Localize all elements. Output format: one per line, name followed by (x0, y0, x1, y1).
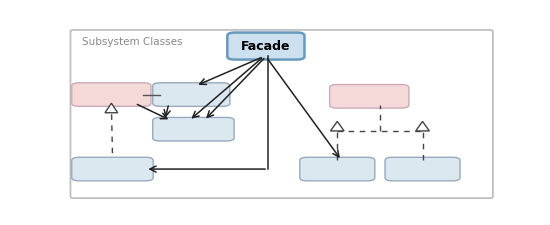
FancyBboxPatch shape (385, 157, 460, 181)
FancyBboxPatch shape (70, 30, 493, 198)
FancyBboxPatch shape (329, 85, 409, 108)
FancyBboxPatch shape (153, 83, 230, 106)
Text: Facade: Facade (241, 40, 290, 53)
Text: Subsystem Classes: Subsystem Classes (81, 37, 182, 47)
FancyBboxPatch shape (72, 157, 153, 181)
FancyBboxPatch shape (72, 83, 151, 106)
Polygon shape (331, 122, 344, 131)
FancyBboxPatch shape (300, 157, 375, 181)
Polygon shape (105, 103, 118, 113)
FancyBboxPatch shape (153, 117, 234, 141)
Polygon shape (416, 122, 430, 131)
FancyBboxPatch shape (227, 33, 305, 60)
